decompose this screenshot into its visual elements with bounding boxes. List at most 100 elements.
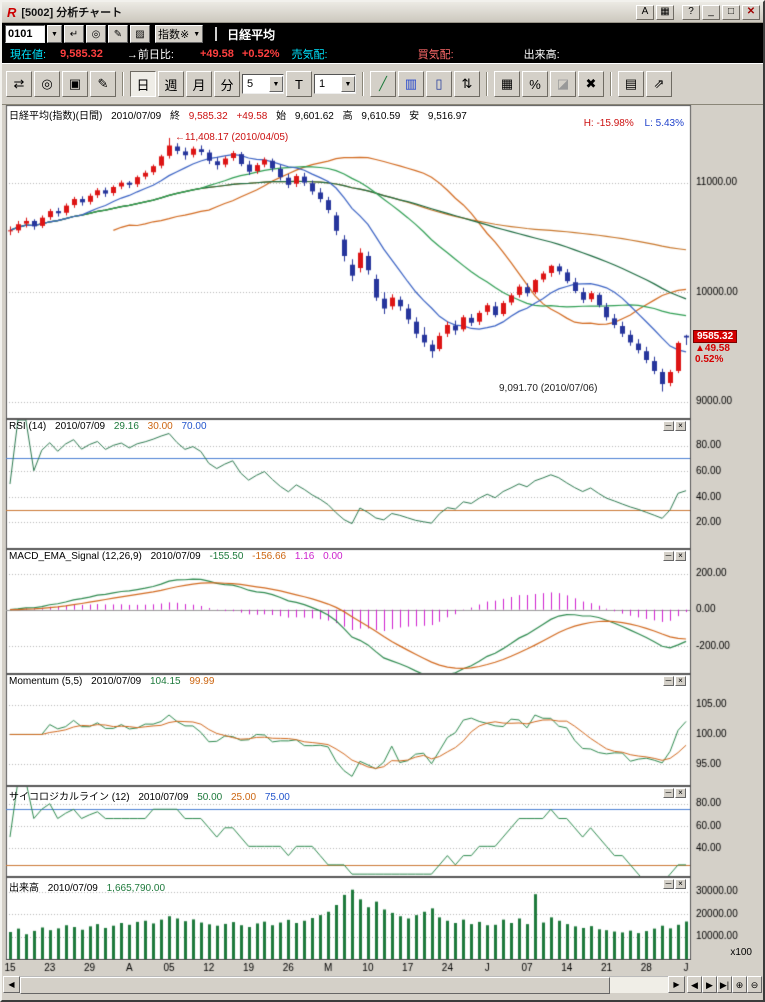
macd-title: MACD_EMA_Signal (12,26,9)	[9, 551, 142, 562]
help-button[interactable]: ?	[682, 4, 700, 20]
symbol-code-input[interactable]	[5, 25, 45, 43]
panel-minimize-button[interactable]: ─	[663, 879, 674, 889]
interval-select[interactable]: 1 ▼	[314, 74, 356, 94]
panel-minimize-button[interactable]: ─	[663, 676, 674, 686]
updown-marker-tool-button[interactable]: ⇅	[454, 71, 480, 97]
toolbar-separator	[122, 72, 124, 96]
chevron-down-icon: ▼	[341, 76, 355, 92]
chevron-down-icon: ▼	[269, 76, 283, 92]
period-day-button[interactable]: 日	[130, 71, 156, 97]
low-value: 9,516.97	[427, 111, 467, 122]
volume-chart-canvas[interactable]	[3, 877, 762, 960]
peak-annotation: ←11,408.17 (2010/04/05)	[175, 132, 289, 143]
period-minute-button[interactable]: 分	[214, 71, 240, 97]
chart-toolbar: ⇄ ◎ ▣ ✎ 日 週 月 分 5 ▼ T 1 ▼ ╱ ▥ ▯ ⇅ ▦ % ◪ …	[2, 63, 763, 105]
page-back-button[interactable]: ◀	[687, 976, 702, 993]
close-button[interactable]: ✕	[742, 4, 760, 20]
text-tool-button[interactable]: T	[286, 71, 312, 97]
symbol-bar: ▼ ↵ ◎ ✎ ▨ 指数※ ▼ 日経平均	[2, 23, 763, 45]
main-chart-date: 2010/07/09	[111, 111, 162, 122]
maximize-button[interactable]: □	[722, 4, 740, 20]
panel-minimize-button[interactable]: ─	[663, 551, 674, 561]
volume-date: 2010/07/09	[47, 883, 98, 894]
psychological-title: サイコロジカルライン (12)	[9, 792, 130, 803]
volume-panel-controls: ─ ×	[663, 879, 686, 889]
momentum-value: 104.15	[149, 676, 181, 687]
percent-tool-button[interactable]: %	[522, 71, 548, 97]
panel-close-button[interactable]: ×	[675, 676, 686, 686]
layout-button[interactable]: ▦	[656, 4, 674, 20]
scroll-right-button[interactable]: ▶	[668, 976, 685, 993]
main-chart-panel: 日経平均(指数)(日間) 2010/07/09 終 9,585.32 +49.5…	[3, 105, 762, 419]
copy-chart-button[interactable]: ▣	[62, 71, 88, 97]
period-week-button[interactable]: 週	[158, 71, 184, 97]
bid-label: 買気配:	[417, 49, 454, 61]
x-axis-labels	[3, 960, 762, 976]
macd-value: -155.50	[209, 551, 244, 562]
bar-chart-tool-button[interactable]: ▥	[398, 71, 424, 97]
volume-panel: 出来高 2010/07/09 1,665,790.00 ─ × x100	[3, 877, 762, 960]
page-forward-button[interactable]: ▶	[702, 976, 717, 993]
scroll-left-button[interactable]: ◀	[3, 976, 20, 993]
period-month-button[interactable]: 月	[186, 71, 212, 97]
search-symbol-button[interactable]: ◎	[86, 25, 106, 43]
trendline-tool-button[interactable]: ╱	[370, 71, 396, 97]
psychological-value: 50.00	[197, 792, 223, 803]
rsi-chart-canvas[interactable]	[3, 419, 762, 549]
zoom-in-button[interactable]: ⊕	[732, 976, 747, 993]
go-to-latest-button[interactable]: ▶|	[717, 976, 732, 993]
rsi-panel-controls: ─ ×	[663, 421, 686, 431]
zoom-tool-button[interactable]: ◎	[34, 71, 60, 97]
panel-close-button[interactable]: ×	[675, 879, 686, 889]
main-chart-canvas[interactable]	[3, 105, 762, 419]
category-select[interactable]: 指数※ ▼	[155, 25, 204, 43]
toolbar-separator	[610, 72, 612, 96]
symbol-dropdown-button[interactable]: ▼	[47, 25, 62, 43]
export-button[interactable]: ⇗	[646, 71, 672, 97]
panel-close-button[interactable]: ×	[675, 421, 686, 431]
panel-minimize-button[interactable]: ─	[663, 788, 674, 798]
chart-area: 日経平均(指数)(日間) 2010/07/09 終 9,585.32 +49.5…	[2, 105, 763, 976]
panel-close-button[interactable]: ×	[675, 551, 686, 561]
scrollbar-thumb[interactable]	[20, 977, 610, 994]
minimize-button[interactable]: _	[702, 4, 720, 20]
psychological-date: 2010/07/09	[138, 792, 189, 803]
eraser-tool-button[interactable]: ◪	[550, 71, 576, 97]
scrollbar-track[interactable]	[20, 976, 668, 994]
app-logo-icon: R	[7, 4, 17, 20]
edit-symbol-button[interactable]: ✎	[108, 25, 128, 43]
psychological-panel: サイコロジカルライン (12) 2010/07/09 50.00 25.00 7…	[3, 786, 762, 877]
enter-symbol-button[interactable]: ↵	[64, 25, 84, 43]
interval-value: 1	[319, 78, 326, 90]
delete-tool-button[interactable]: ✖	[578, 71, 604, 97]
symbol-list-button[interactable]: ▨	[130, 25, 150, 43]
macd-chart-canvas[interactable]	[3, 549, 762, 674]
save-layout-button[interactable]: ▤	[618, 71, 644, 97]
macd-panel-header: MACD_EMA_Signal (12,26,9) 2010/07/09 -15…	[9, 551, 349, 562]
momentum-panel-header: Momentum (5,5) 2010/07/09 104.15 99.99	[9, 676, 220, 687]
rsi-date: 2010/07/09	[55, 421, 106, 432]
macd-zero-value: 0.00	[323, 551, 343, 562]
close-label: 終	[169, 111, 180, 122]
edit-chart-button[interactable]: ✎	[90, 71, 116, 97]
current-price-badge: 9585.32 ▲49.58 0.52%	[693, 330, 759, 365]
psychological-chart-canvas[interactable]	[3, 786, 762, 877]
bars-count-select[interactable]: 5 ▼	[242, 74, 284, 94]
toolbar-separator	[486, 72, 488, 96]
low-label: 安	[409, 111, 420, 122]
current-price-label: 現在値:	[10, 49, 47, 61]
scroll-tool-button[interactable]: ⇄	[6, 71, 32, 97]
macd-date: 2010/07/09	[150, 551, 201, 562]
open-value: 9,601.62	[294, 111, 334, 122]
grid-tool-button[interactable]: ▦	[494, 71, 520, 97]
current-price-value: 9,585.32	[60, 48, 103, 60]
candle-chart-tool-button[interactable]: ▯	[426, 71, 452, 97]
momentum-chart-canvas[interactable]	[3, 674, 762, 786]
zoom-out-button[interactable]: ⊖	[747, 976, 762, 993]
panel-close-button[interactable]: ×	[675, 788, 686, 798]
font-button[interactable]: A	[636, 4, 654, 20]
toolbar-separator	[362, 72, 364, 96]
bars-count-value: 5	[247, 78, 254, 90]
panel-minimize-button[interactable]: ─	[663, 421, 674, 431]
macd-hist-value: 1.16	[294, 551, 315, 562]
